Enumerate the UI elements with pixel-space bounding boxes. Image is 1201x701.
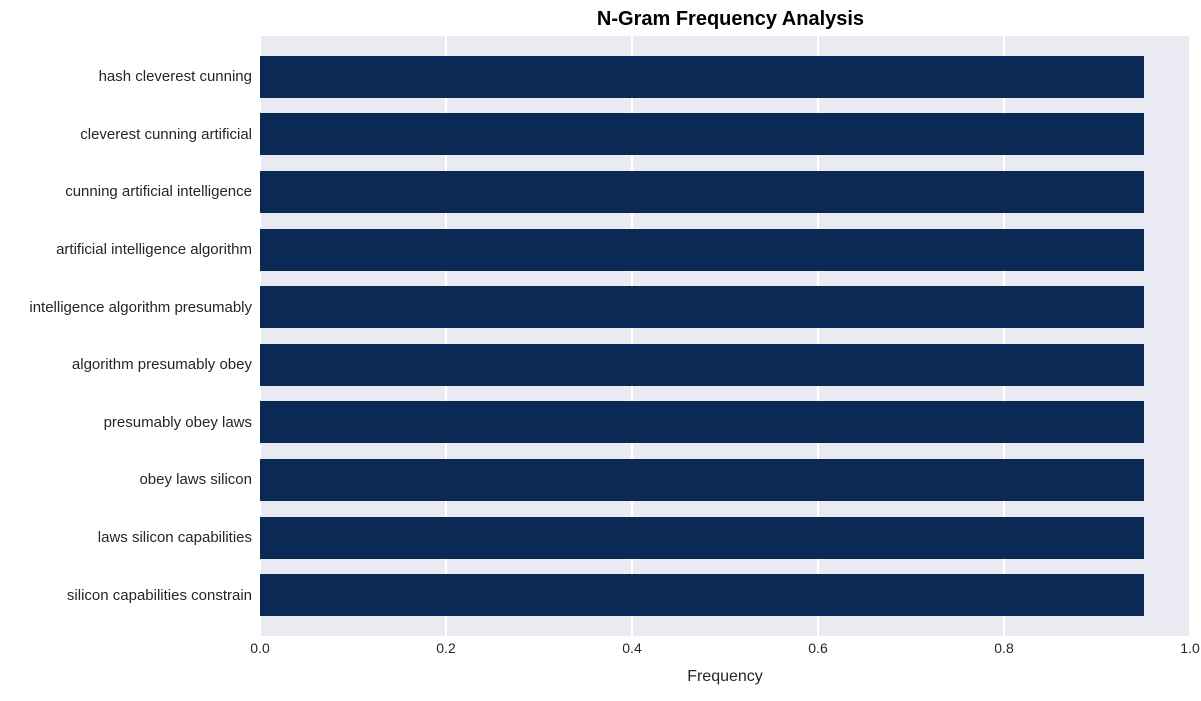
x-tick-label: 0.4 bbox=[622, 640, 641, 656]
bar-row bbox=[260, 286, 1190, 328]
y-tick-label: obey laws silicon bbox=[0, 459, 252, 501]
y-tick-label: silicon capabilities constrain bbox=[0, 574, 252, 616]
bar bbox=[260, 229, 1144, 271]
bar-row bbox=[260, 56, 1190, 98]
bar-row bbox=[260, 401, 1190, 443]
plot-area bbox=[260, 36, 1190, 636]
x-tick-label: 0.6 bbox=[808, 640, 827, 656]
x-tick-label: 0.2 bbox=[436, 640, 455, 656]
y-tick-label: algorithm presumably obey bbox=[0, 344, 252, 386]
x-axis-label: Frequency bbox=[260, 668, 1190, 686]
y-tick-label: laws silicon capabilities bbox=[0, 517, 252, 559]
bar-row bbox=[260, 171, 1190, 213]
bar bbox=[260, 459, 1144, 501]
bar-row bbox=[260, 113, 1190, 155]
y-tick-label: presumably obey laws bbox=[0, 401, 252, 443]
y-tick-label: cunning artificial intelligence bbox=[0, 171, 252, 213]
y-tick-label: cleverest cunning artificial bbox=[0, 113, 252, 155]
ngram-chart: N-Gram Frequency Analysis hash cleverest… bbox=[0, 0, 1201, 701]
bar-row bbox=[260, 459, 1190, 501]
bar bbox=[260, 574, 1144, 616]
bar bbox=[260, 56, 1144, 98]
bar-row bbox=[260, 517, 1190, 559]
bar-row bbox=[260, 574, 1190, 616]
bar bbox=[260, 286, 1144, 328]
bar-row bbox=[260, 229, 1190, 271]
x-tick-label: 0.8 bbox=[994, 640, 1013, 656]
y-axis-labels: hash cleverest cunning cleverest cunning … bbox=[0, 36, 252, 636]
x-axis-ticks: 0.00.20.40.60.81.0 bbox=[260, 640, 1190, 662]
bar bbox=[260, 344, 1144, 386]
bars-container bbox=[260, 36, 1190, 636]
bar bbox=[260, 171, 1144, 213]
bar bbox=[260, 113, 1144, 155]
x-tick-label: 0.0 bbox=[250, 640, 269, 656]
bar bbox=[260, 517, 1144, 559]
y-tick-label: intelligence algorithm presumably bbox=[0, 286, 252, 328]
bar bbox=[260, 401, 1144, 443]
y-tick-label: artificial intelligence algorithm bbox=[0, 229, 252, 271]
bar-row bbox=[260, 344, 1190, 386]
y-tick-label: hash cleverest cunning bbox=[0, 56, 252, 98]
chart-title: N-Gram Frequency Analysis bbox=[0, 8, 1201, 31]
x-tick-label: 1.0 bbox=[1180, 640, 1199, 656]
